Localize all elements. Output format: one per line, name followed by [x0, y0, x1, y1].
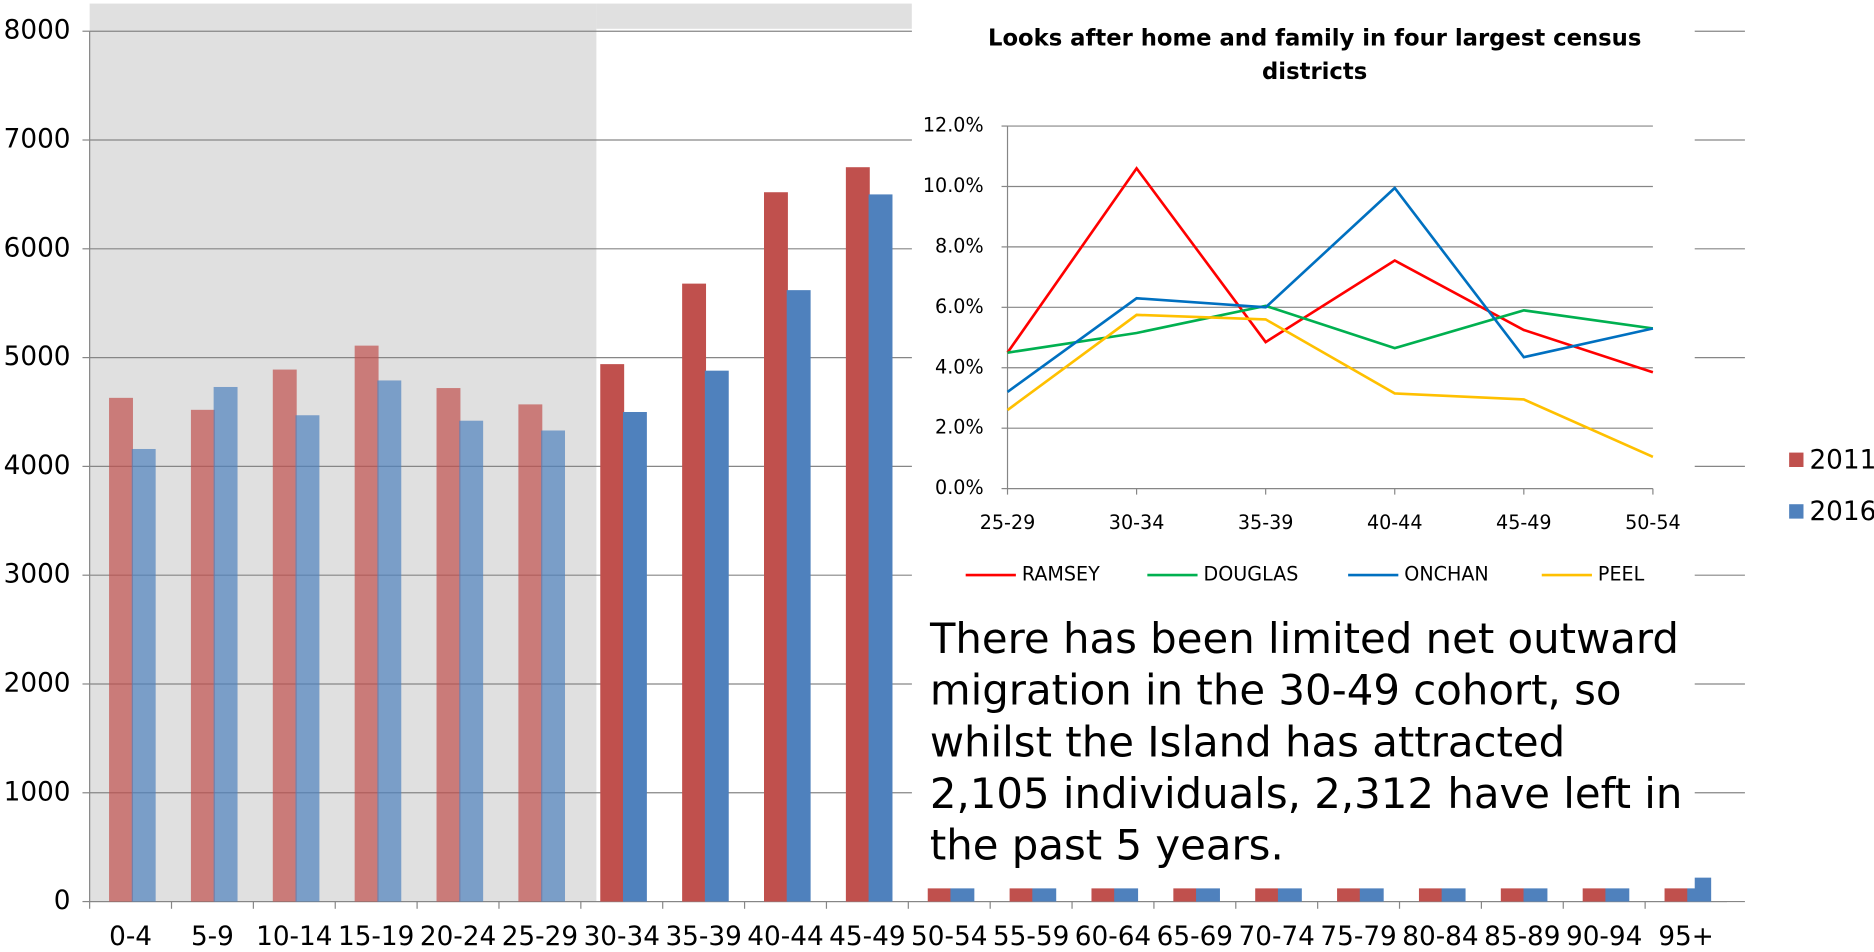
inset-panel [911, 0, 1695, 889]
bar [272, 369, 297, 902]
x-tick-label: 15-19 [338, 922, 414, 952]
y-tick-label: 8000 [4, 16, 71, 46]
legend-label: DOUGLAS [1204, 563, 1299, 586]
bar [764, 192, 788, 902]
bar [682, 283, 707, 902]
x-tick-label: 40-44 [747, 922, 823, 952]
y-tick-label: 0 [54, 886, 71, 916]
x-tick-label: 25-29 [502, 922, 578, 952]
line-series [1007, 304, 1654, 354]
x-tick-label: 5-9 [191, 922, 234, 952]
bar [868, 194, 893, 902]
x-tick-label: 60-64 [1075, 922, 1151, 952]
y-tick-label: 1000 [4, 777, 71, 807]
bar [704, 370, 729, 902]
bar [190, 409, 215, 902]
bar [786, 290, 811, 902]
inset-title-box: Looks after home and family in four larg… [987, 25, 1642, 86]
x-tick-label: 20-24 [420, 922, 496, 952]
line-series [1006, 186, 1654, 393]
x-tick-label: 30-34 [584, 922, 660, 952]
bar [600, 364, 625, 902]
y-tick-label: 7000 [4, 124, 71, 154]
y-tick-label: 3000 [4, 560, 71, 590]
y-tick-label: 6.0% [935, 295, 984, 318]
y-tick-label: 0.0% [935, 476, 984, 499]
x-tick-label: 50-54 [911, 922, 987, 952]
x-tick-label: 65-69 [1157, 922, 1233, 952]
line-series [1006, 313, 1654, 459]
y-tick-label: 5000 [4, 342, 71, 372]
x-tick-label: 95+ [1658, 922, 1713, 952]
annotation-box: There has been limited net outward migra… [929, 615, 1683, 871]
line-series [1006, 166, 1654, 374]
legend-label: 2016 [1809, 497, 1874, 527]
x-tick-label: 85-89 [1484, 922, 1560, 952]
x-tick-label: 0-4 [109, 922, 152, 952]
x-tick-label: 30-34 [1109, 511, 1165, 534]
bar [131, 448, 156, 902]
x-tick-label: 50-54 [1625, 511, 1681, 534]
shaded-strip [596, 3, 912, 29]
y-tick-label: 2.0% [935, 416, 984, 439]
inset-title: Looks after home and family in four larg… [987, 25, 1642, 86]
bar [213, 386, 238, 902]
y-tick-label: 10.0% [923, 174, 984, 197]
legend-label: PEEL [1598, 563, 1645, 586]
bar [436, 388, 461, 902]
y-tick-label: 2000 [4, 668, 71, 698]
x-tick-label: 35-39 [665, 922, 741, 952]
line-chart: 0.0% 2.0% 4.0% 6.0% 8.0% 10.0% 12.0% 25-29 30-34… [923, 114, 1681, 586]
bar [518, 404, 543, 902]
x-tick-label: 90-94 [1566, 922, 1642, 952]
bar [354, 345, 379, 902]
y-tick-label: 12.0% [923, 114, 984, 137]
bar [1664, 887, 1689, 902]
x-tick-label: 25-29 [980, 511, 1036, 534]
x-tick-label: 40-44 [1367, 511, 1423, 534]
x-tick-label: 45-49 [1496, 511, 1552, 534]
legend-label: ONCHAN [1404, 563, 1488, 586]
bar [377, 380, 402, 902]
legend-label: RAMSEY [1022, 563, 1100, 586]
bar [541, 430, 566, 902]
y-tick-label: 6000 [4, 233, 71, 263]
bar [459, 420, 484, 902]
x-tick-label: 45-49 [829, 922, 905, 952]
x-tick-label: 80-84 [1402, 922, 1478, 952]
bar [845, 167, 870, 902]
legend-swatch [1789, 452, 1804, 467]
y-tick-label: 4.0% [935, 355, 984, 378]
bar [109, 397, 133, 902]
x-tick-label: 10-14 [256, 922, 332, 952]
legend-swatch [1789, 504, 1804, 519]
bar [295, 415, 320, 902]
x-tick-label: 70-74 [1239, 922, 1315, 952]
x-tick-label: 35-39 [1238, 511, 1294, 534]
legend-label: 2011 [1809, 445, 1874, 475]
x-tick-label: 75-79 [1320, 922, 1396, 952]
shaded-region [89, 3, 597, 902]
x-tick-label: 55-59 [993, 922, 1069, 952]
bar [622, 411, 647, 902]
y-tick-label: 4000 [4, 451, 71, 481]
annotation: There has been limited net outward migra… [929, 615, 1683, 871]
y-tick-label: 8.0% [935, 234, 984, 257]
